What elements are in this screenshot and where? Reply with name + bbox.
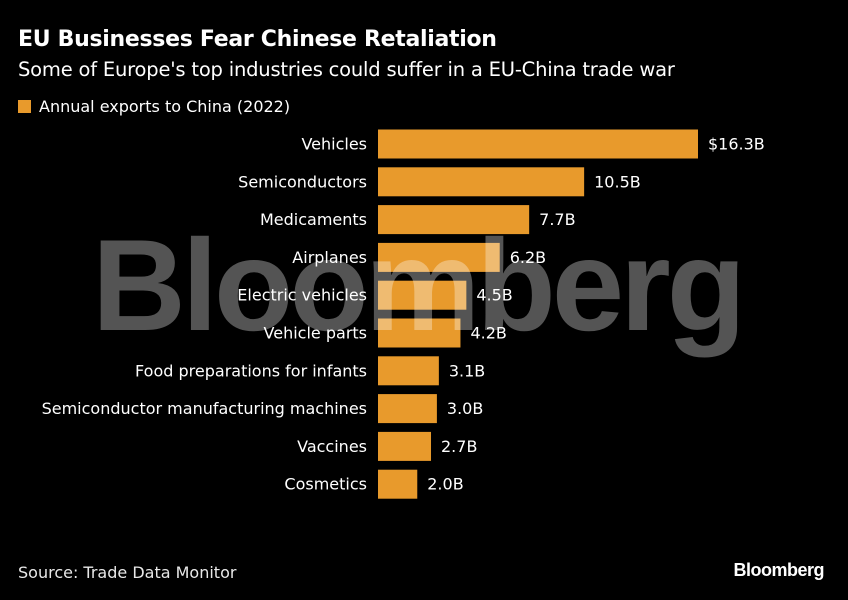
source-note: Source: Trade Data Monitor: [18, 563, 237, 582]
legend-label: Annual exports to China (2022): [39, 97, 291, 116]
category-label: Semiconductors: [238, 172, 367, 191]
value-label: 6.2B: [510, 248, 546, 267]
value-label: 4.2B: [470, 324, 506, 343]
chart-subtitle: Some of Europe's top industries could su…: [18, 58, 675, 81]
bar: [378, 394, 437, 424]
value-label: 10.5B: [594, 172, 641, 191]
category-label: Airplanes: [292, 248, 367, 267]
chart-title: EU Businesses Fear Chinese Retaliation: [18, 27, 497, 52]
category-label: Vaccines: [297, 437, 367, 456]
category-label: Cosmetics: [284, 475, 367, 494]
bar: [378, 431, 432, 461]
value-label: 2.0B: [427, 475, 463, 494]
bar: [378, 205, 530, 235]
bar: [378, 129, 698, 159]
bloomberg-logo: Bloomberg: [733, 560, 824, 580]
bar: [378, 167, 585, 197]
value-label: 2.7B: [441, 437, 477, 456]
value-label: 3.1B: [449, 361, 485, 380]
legend-swatch: [18, 100, 31, 113]
category-label: Vehicle parts: [264, 324, 367, 343]
category-label: Medicaments: [260, 210, 367, 229]
category-label: Vehicles: [301, 135, 367, 154]
category-label: Semiconductor manufacturing machines: [42, 399, 367, 418]
value-label: 4.5B: [476, 286, 512, 305]
bar: [378, 280, 467, 310]
bar: [378, 318, 461, 348]
category-label: Food preparations for infants: [135, 361, 367, 380]
bar: [378, 356, 439, 386]
value-label: 3.0B: [447, 399, 483, 418]
value-label: $16.3B: [708, 135, 765, 154]
value-label: 7.7B: [539, 210, 575, 229]
legend: Annual exports to China (2022): [18, 97, 290, 116]
bar: [378, 242, 500, 272]
category-label: Electric vehicles: [237, 286, 367, 305]
bar: [378, 469, 418, 499]
